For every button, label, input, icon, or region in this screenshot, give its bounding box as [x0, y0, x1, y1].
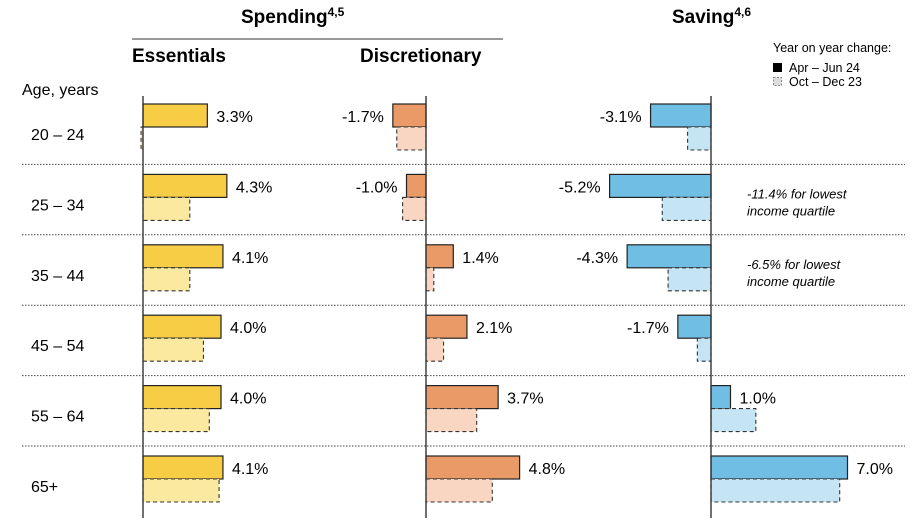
essentials-bar-prior [142, 196, 191, 221]
discretionary-value-label: -1.7% [342, 109, 384, 126]
essentials-bar-current [142, 173, 228, 198]
legend-swatch-solid [773, 63, 782, 72]
discretionary-bar-current [392, 103, 427, 128]
discretionary-bar-current [425, 314, 468, 339]
saving-value-label: 7.0% [857, 461, 893, 478]
saving-bar-prior [661, 196, 712, 221]
essentials-bar-current [142, 103, 208, 128]
saving-bar-prior [696, 337, 712, 362]
discretionary-bar-current [425, 244, 454, 269]
discretionary-bar-current [405, 173, 427, 198]
essentials-value-label: 4.0% [230, 391, 266, 408]
essentials-value-label: 3.3% [216, 109, 252, 126]
essentials-bar-current [142, 455, 224, 480]
discretionary-value-label: 2.1% [476, 320, 512, 337]
essentials-bar-prior [142, 337, 205, 362]
saving-bar-prior [667, 267, 712, 292]
essentials-value-label: 4.1% [232, 461, 268, 478]
essentials-bar-prior [142, 267, 191, 292]
discretionary-bar-prior [425, 337, 445, 362]
discretionary-bar-prior [425, 478, 493, 503]
essentials-value-label: 4.0% [230, 320, 266, 337]
discretionary-bar-prior [425, 267, 435, 292]
lowest-quartile-annotation: -6.5% for lowest [747, 257, 842, 272]
age-category-label: 25 – 34 [31, 197, 84, 214]
saving-bar-current [710, 385, 732, 410]
saving-value-label: -5.2% [559, 179, 601, 196]
saving-value-label: 1.0% [740, 391, 776, 408]
lowest-quartile-annotation: income quartile [747, 274, 835, 289]
age-axis-label: Age, years [22, 82, 98, 99]
age-category-label: 20 – 24 [31, 127, 84, 144]
discretionary-value-label: 3.7% [507, 391, 543, 408]
discretionary-bar-current [425, 455, 521, 480]
discretionary-value-label: 4.8% [529, 461, 565, 478]
saving-value-label: -3.1% [600, 109, 642, 126]
saving-bar-prior [687, 126, 712, 151]
discretionary-bar-current [425, 385, 499, 410]
discretionary-value-label: 1.4% [462, 250, 498, 267]
discretionary-value-label: -1.0% [356, 179, 398, 196]
essentials-bar-prior [140, 126, 144, 151]
legend-label-current: Apr – Jun 24 [789, 61, 860, 75]
saving-bar-current [626, 244, 712, 269]
discretionary-bar-prior [402, 196, 427, 221]
legend-title: Year on year change: [773, 41, 891, 55]
essentials-bar-prior [142, 478, 220, 503]
saving-bar-prior [710, 408, 757, 433]
spending-title: Spending4,5 [241, 5, 345, 28]
saving-value-label: -4.3% [576, 250, 618, 267]
saving-bar-current [677, 314, 712, 339]
legend: Year on year change: Apr – Jun 24 Oct – … [773, 41, 891, 89]
saving-bar-current [649, 103, 712, 128]
age-category-label: 45 – 54 [31, 338, 84, 355]
discretionary-bar-prior [425, 408, 478, 433]
spending-footnote-ref: 4,5 [328, 5, 345, 19]
essentials-bar-current [142, 314, 222, 339]
essentials-bar-prior [142, 408, 210, 433]
legend-swatch-dashed [773, 77, 782, 86]
legend-label-prior: Oct – Dec 23 [789, 75, 862, 89]
age-category-label: 55 – 64 [31, 409, 84, 426]
discretionary-bar-prior [396, 126, 427, 151]
essentials-bar-current [142, 244, 224, 269]
lowest-quartile-annotation: -11.4% for lowest [747, 186, 848, 201]
saving-footnote-ref: 4,6 [734, 5, 751, 19]
age-category-label: 35 – 44 [31, 268, 84, 285]
essentials-value-label: 4.1% [232, 250, 268, 267]
saving-title: Saving4,6 [672, 5, 751, 28]
saving-bar-prior [710, 478, 841, 503]
saving-bar-current [608, 173, 712, 198]
essentials-bar-current [142, 385, 222, 410]
essentials-header: Essentials [132, 46, 226, 67]
saving-value-label: -1.7% [627, 320, 669, 337]
discretionary-header: Discretionary [360, 46, 482, 67]
saving-bar-current [710, 455, 849, 480]
lowest-quartile-annotation: income quartile [747, 203, 835, 218]
essentials-value-label: 4.3% [236, 179, 272, 196]
age-category-label: 65+ [31, 479, 58, 496]
